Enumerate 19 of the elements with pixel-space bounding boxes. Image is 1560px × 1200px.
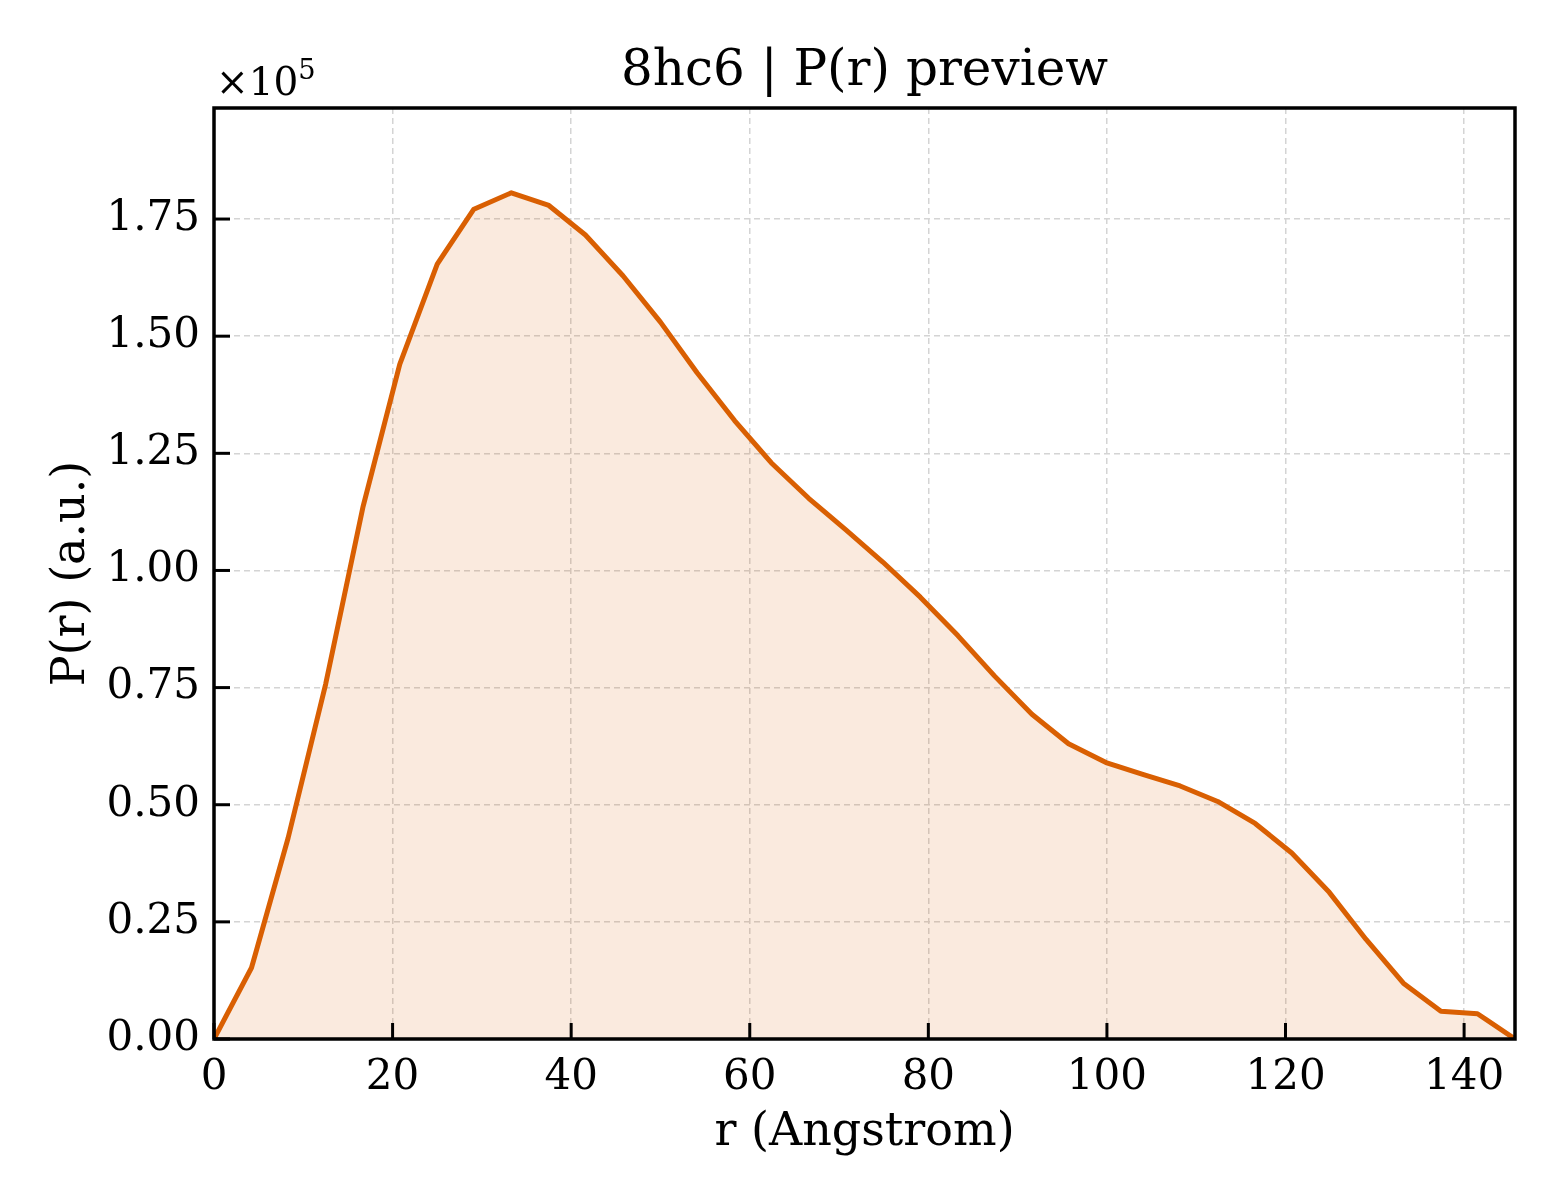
x-tick-label: 140 bbox=[1424, 1050, 1505, 1100]
x-axis-title: r (Angstrom) bbox=[714, 1102, 1015, 1156]
y-tick-label: 1.50 bbox=[106, 308, 200, 358]
x-tick-label: 80 bbox=[901, 1050, 956, 1100]
y-tick-label: 0.25 bbox=[106, 893, 200, 943]
y-tick-label: 1.25 bbox=[106, 425, 200, 475]
x-tick-label: 60 bbox=[723, 1050, 777, 1100]
x-tick-label: 20 bbox=[365, 1050, 420, 1100]
x-tick-label: 0 bbox=[200, 1050, 228, 1100]
x-tick-label: 100 bbox=[1066, 1050, 1148, 1100]
chart-title: 8hc6 | P(r) preview bbox=[620, 39, 1109, 97]
x-tick-label: 120 bbox=[1245, 1050, 1326, 1100]
x-tick-label: 40 bbox=[544, 1050, 598, 1100]
y-tick-label: 1.75 bbox=[106, 190, 200, 240]
y-tick-label: 1.00 bbox=[106, 542, 200, 592]
y-tick-label: 0.00 bbox=[106, 1010, 200, 1060]
y-axis-title: P(r) (a.u.) bbox=[41, 460, 95, 687]
y-tick-label: 0.50 bbox=[106, 776, 200, 826]
y-tick-label: 0.75 bbox=[106, 659, 200, 709]
